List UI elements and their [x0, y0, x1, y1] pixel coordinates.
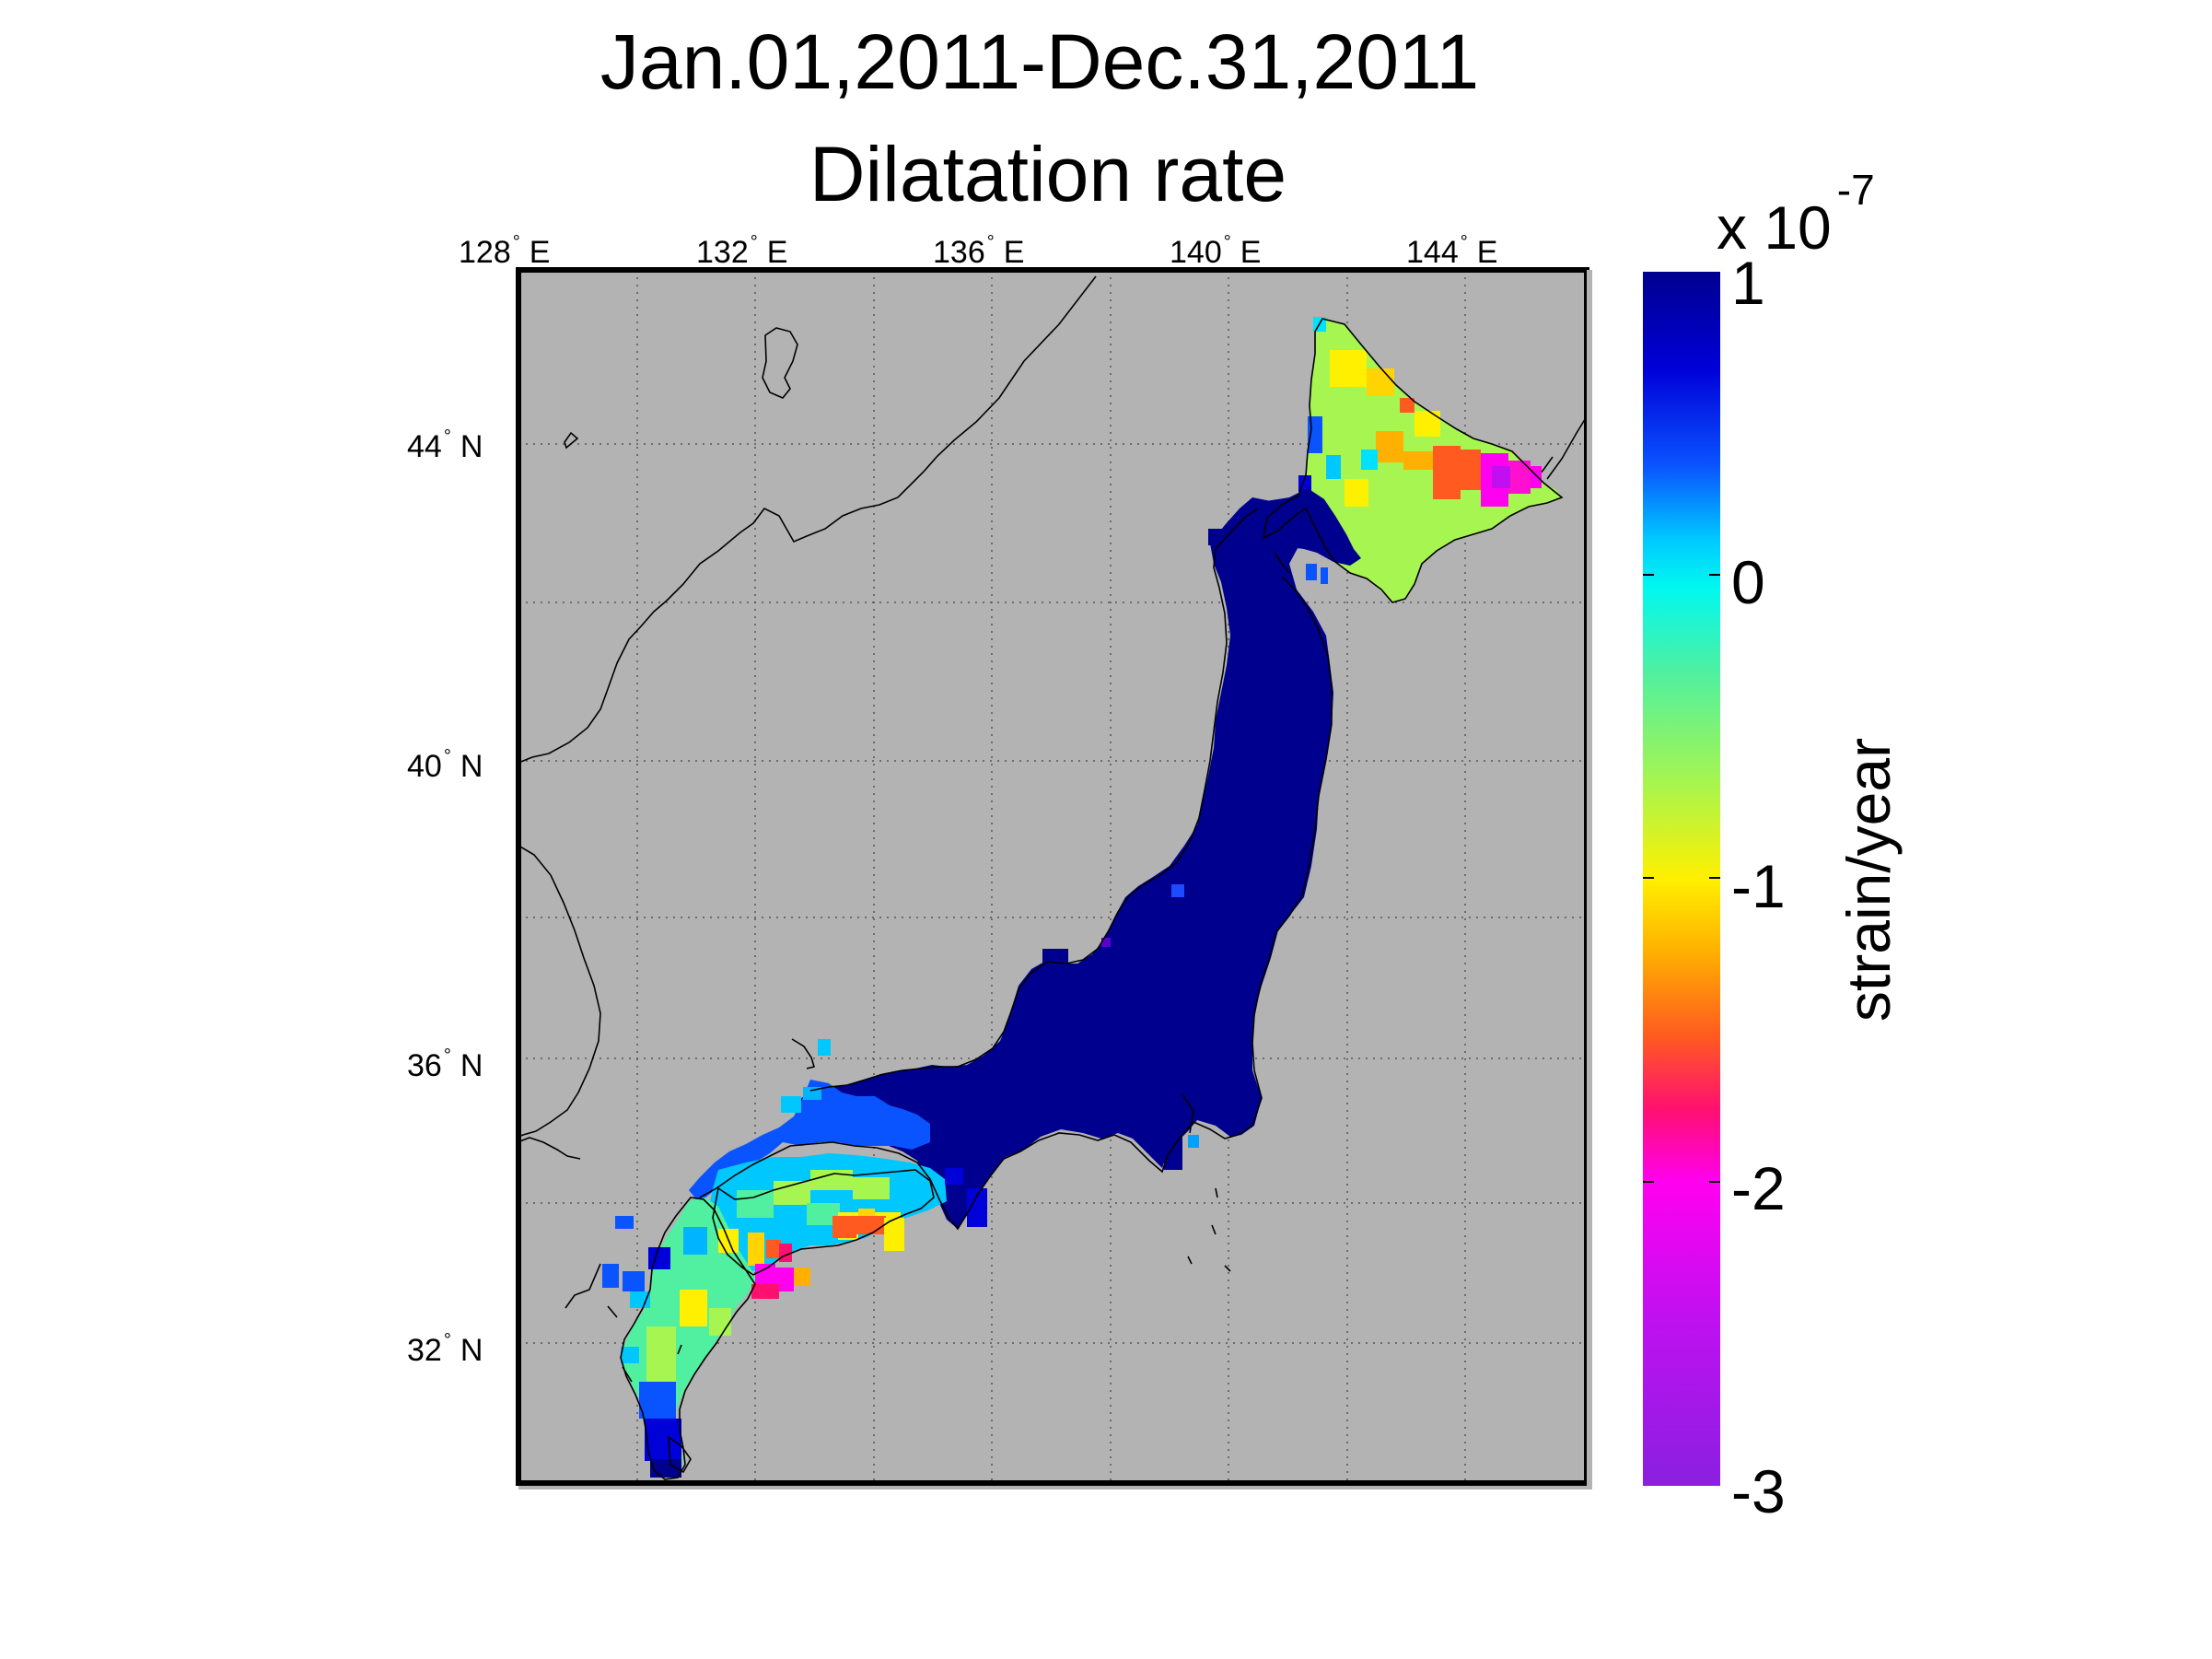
strain-cell: [803, 1087, 821, 1100]
strain-cell: [1461, 450, 1481, 490]
strain-cell: [1361, 450, 1378, 470]
strain-cell: [645, 1419, 681, 1461]
strain-cell: [775, 1268, 794, 1291]
colorbar-tick-label: -1: [1731, 852, 1786, 920]
strain-cell: [623, 1271, 645, 1291]
map-panel: [516, 267, 1592, 1490]
colorbar-tick-label: 1: [1731, 249, 1765, 317]
strain-cell: [1345, 479, 1368, 507]
strain-cell: [1330, 350, 1367, 387]
strain-cell: [855, 1216, 886, 1234]
strain-cell: [646, 1326, 676, 1382]
strain-cell: [1367, 368, 1394, 396]
strain-cell: [1531, 466, 1542, 488]
strain-cell: [621, 1347, 639, 1363]
continent-coastline: [518, 275, 1097, 1160]
latitude-label: 44 ° N: [407, 426, 483, 464]
strain-cell: [766, 1240, 781, 1258]
strain-cell: [853, 1177, 890, 1199]
title-line-2: Dilatation rate: [809, 131, 1286, 217]
strain-cell: [615, 1216, 634, 1229]
strain-cell: [1306, 564, 1317, 580]
sakhalin-coastline: [762, 327, 798, 399]
strain-cell: [1164, 1129, 1182, 1170]
strain-cell: [1171, 884, 1184, 897]
map-frame-bottom-edge: [518, 1486, 1592, 1490]
map-frame-right-edge: [1587, 270, 1592, 1487]
strain-cell: [832, 1216, 856, 1238]
strain-cell: [680, 1290, 707, 1326]
colorbar-gradient: [1643, 272, 1720, 1486]
title-line-1: Jan.01,2011-Dec.31,2011: [600, 18, 1479, 105]
strain-cell: [1326, 455, 1341, 479]
colorbar-ticks: [1643, 574, 1720, 1183]
longitude-label: 140 ° E: [1170, 232, 1261, 270]
latitude-label: 36 ° N: [407, 1046, 483, 1083]
strain-cell: [755, 1264, 775, 1284]
strain-cell: [1415, 411, 1440, 437]
longitude-label: 144 ° E: [1406, 232, 1497, 270]
chugoku-strain-region: [689, 1080, 930, 1199]
strain-cell: [1492, 466, 1510, 488]
japan-coastline: [565, 318, 1564, 1480]
strain-cell: [884, 1218, 904, 1251]
longitude-label: 128 ° E: [459, 232, 550, 270]
dilatation-field: [602, 317, 1562, 1478]
longitude-label: 132 ° E: [696, 232, 787, 270]
strain-cell: [683, 1227, 707, 1255]
longitude-labels: 128 ° E 132 ° E 136 ° E 140 ° E 144 ° E: [459, 232, 1497, 270]
strain-cell: [1101, 938, 1111, 947]
strain-cell: [818, 1039, 831, 1056]
colorbar: 1 0 -1 -2 -3 x 10-7 strain/year: [1643, 166, 1903, 1525]
latitude-label: 32 ° N: [407, 1330, 483, 1368]
latitude-labels: 44 ° N 40 ° N 36 ° N 32 ° N: [407, 426, 483, 1368]
strain-cell: [945, 1168, 963, 1185]
colorbar-tick-label: 0: [1731, 548, 1765, 616]
strain-cell: [630, 1291, 650, 1308]
strain-cell: [963, 1162, 982, 1181]
colorbar-exponent: x 10-7: [1717, 166, 1875, 262]
strain-cell: [781, 1096, 801, 1113]
strain-cell: [648, 1247, 670, 1269]
strain-cell: [751, 1284, 779, 1299]
strain-cell: [1321, 567, 1328, 584]
strain-cell: [602, 1264, 619, 1288]
oshima-strain-region: [1254, 488, 1361, 566]
strain-cell: [1208, 529, 1225, 545]
colorbar-tick-label: -2: [1731, 1154, 1786, 1222]
strain-cell: [810, 1170, 853, 1190]
strain-cell: [967, 1188, 987, 1227]
colorbar-tick-label: -3: [1731, 1457, 1786, 1525]
strain-cell: [709, 1308, 731, 1336]
strain-cell: [639, 1382, 676, 1419]
strain-cell: [1400, 398, 1415, 413]
latitude-label: 40 ° N: [407, 746, 483, 784]
colorbar-axis-label: strain/year: [1834, 738, 1903, 1022]
noto-strain-region: [1042, 949, 1068, 987]
strain-cell: [737, 1190, 774, 1218]
strain-cell: [748, 1233, 764, 1266]
strain-cell: [1433, 446, 1461, 499]
honshu-strain-region: [799, 497, 1333, 1229]
strain-cell: [794, 1268, 810, 1286]
longitude-label: 136 ° E: [933, 232, 1024, 270]
strain-cell: [1376, 431, 1403, 462]
strain-cell: [1403, 451, 1433, 470]
strain-cell: [1188, 1135, 1199, 1148]
